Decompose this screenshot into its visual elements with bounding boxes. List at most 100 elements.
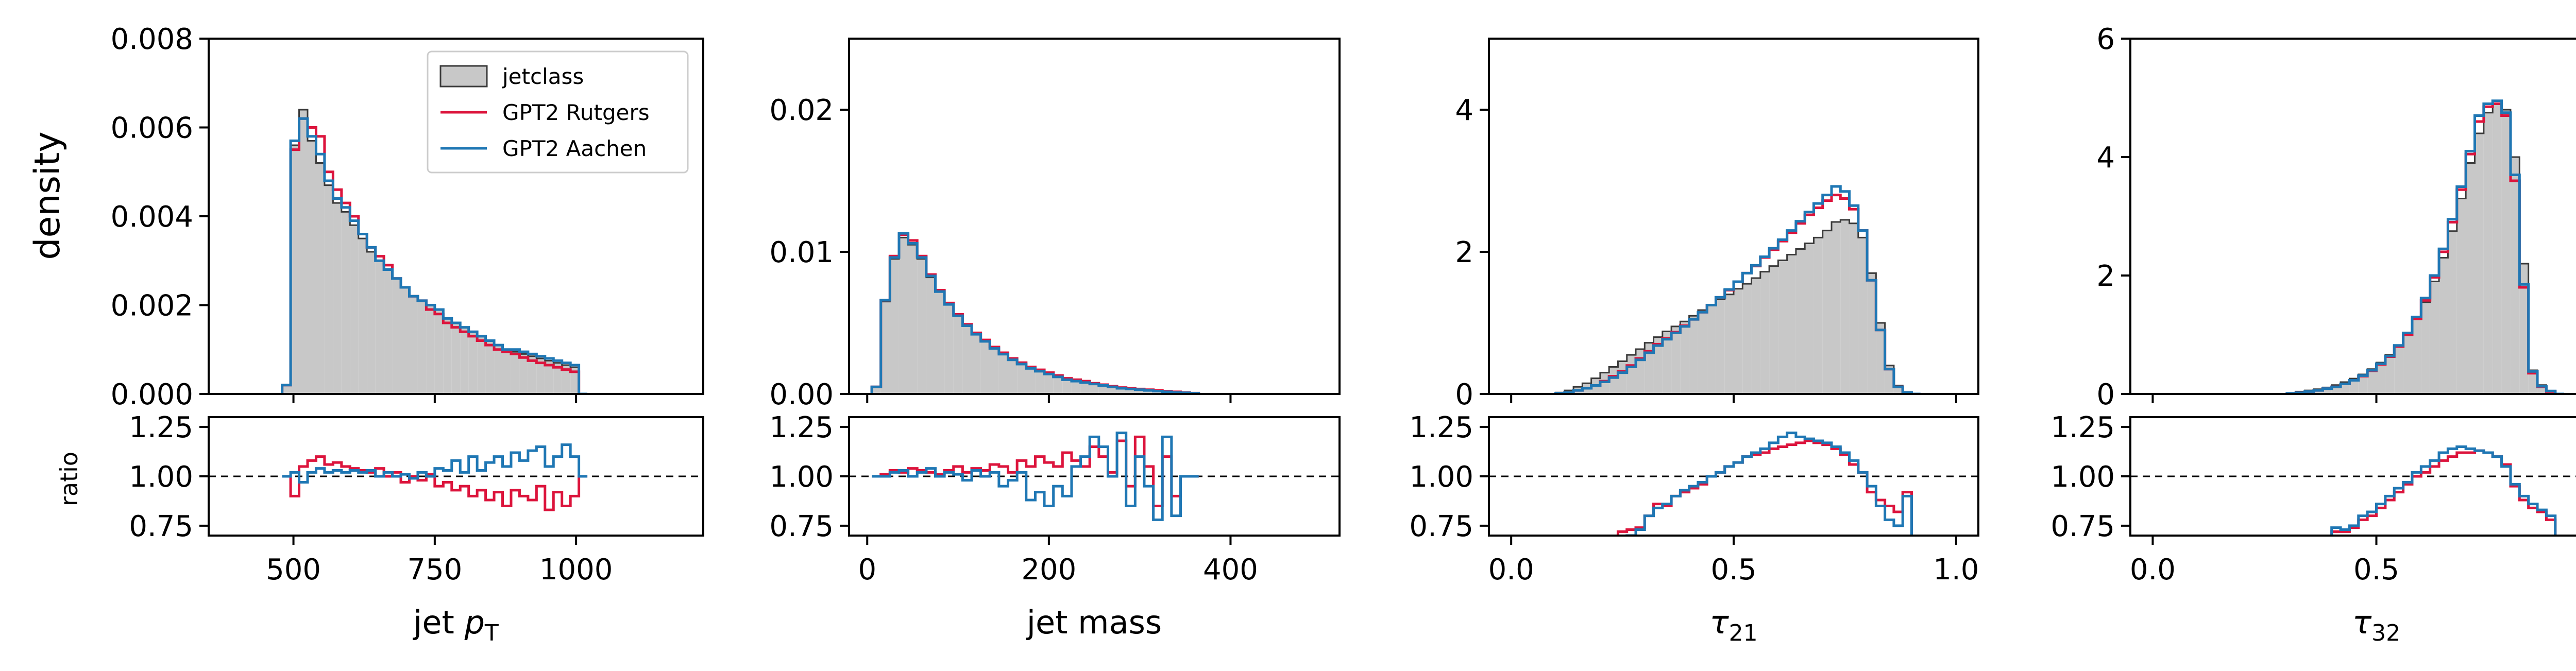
jetclass-bar: [1017, 364, 1026, 394]
y-tick-label: 4: [2096, 141, 2115, 175]
aachen-step-line: [2285, 99, 2565, 394]
x-tick-label: 0.5: [1710, 553, 1756, 587]
jetclass-bar: [1098, 385, 1108, 394]
jetclass-bar: [519, 354, 528, 394]
y-tick-label: 0: [2096, 378, 2115, 411]
jetclass-bar: [953, 316, 963, 394]
jetclass-bar: [316, 163, 325, 394]
jetclass-bar: [1769, 266, 1778, 394]
jetclass-bar: [2376, 363, 2385, 394]
main-plot-area: [1554, 185, 1921, 394]
jetclass-bar: [1680, 321, 1689, 394]
jetclass-bar: [1760, 271, 1770, 394]
jetclass-bar: [935, 291, 945, 394]
jetclass-bar: [2394, 345, 2403, 394]
legend: jetclass GPT2 Rutgers GPT2 Aachen: [427, 50, 689, 174]
jetclass-bar: [1698, 310, 1707, 394]
x-tick-label: 200: [1021, 553, 1076, 587]
ratio-axis-label: ratio: [55, 452, 83, 506]
jetclass-bar: [299, 110, 308, 394]
jetclass-bar: [1858, 237, 1868, 394]
jetclass-bar: [485, 340, 495, 394]
jetclass-bar: [1053, 376, 1063, 394]
jetclass-bar: [2466, 163, 2475, 394]
jetclass-bar: [1867, 273, 1876, 394]
jetclass-bar: [1751, 278, 1760, 394]
ratio-y-tick-label: 1.25: [769, 411, 834, 444]
x-tick-label: 0.0: [2130, 553, 2176, 587]
jetclass-bar: [1822, 230, 1832, 394]
jetclass-bar: [1805, 243, 1814, 394]
jetclass-bar: [1153, 391, 1163, 394]
jetclass-bar: [1787, 254, 1796, 394]
ratio-plot-area: [2130, 445, 2576, 536]
x-axis-label: jet mass: [1026, 604, 1162, 641]
jetclass-bar: [2528, 370, 2538, 394]
jetclass-bar: [962, 325, 972, 394]
jetclass-bar: [1618, 361, 1627, 394]
jetclass-bar: [2367, 369, 2377, 394]
jetclass-bar: [1035, 371, 1045, 394]
jetclass-bar: [1600, 372, 1609, 394]
jetclass-bar: [1071, 381, 1081, 394]
ratio-y-tick-label: 0.75: [2050, 510, 2115, 543]
density-axis-label: density: [27, 131, 68, 260]
jetclass-bar: [1707, 305, 1716, 394]
jetclass-bar: [1626, 355, 1636, 394]
main-plot-area: [2285, 99, 2565, 394]
jetclass-bar: [384, 269, 393, 394]
y-tick-label: 0.00: [769, 378, 834, 411]
jetclass-bar: [417, 300, 427, 394]
aachen-step-line: [870, 232, 1200, 394]
jetclass-bar: [528, 356, 537, 394]
jetclass-bar: [1662, 331, 1672, 394]
jetclass-bar: [1008, 359, 1018, 394]
y-tick-label: 0.002: [111, 289, 193, 323]
jetclass-bar: [333, 203, 342, 394]
jetclass-bar: [545, 360, 554, 394]
legend-entry-label: GPT2 Aachen: [502, 136, 647, 161]
ratio-y-tick-label: 0.75: [769, 510, 834, 543]
jetclass-bar: [880, 301, 890, 394]
jetclass-bar: [944, 304, 954, 394]
jetclass-bar: [562, 365, 571, 394]
jetclass-bar: [1795, 249, 1805, 394]
jetclass-bar: [1653, 337, 1663, 394]
jetclass-bar: [409, 296, 418, 394]
aachen-ratio-line: [872, 432, 1199, 521]
panel-3: 0 2 4 0.75 1.00 1.25 0.0 0.5 1.0 τ21: [1409, 38, 1979, 646]
legend-entry-label: jetclass: [502, 64, 584, 89]
y-tick-label: 4: [1455, 94, 1473, 127]
ratio-y-tick-label: 1.00: [2050, 460, 2115, 494]
jetclass-bar: [890, 259, 899, 394]
ratio-plot-area: [1489, 432, 1978, 536]
jetclass-bar: [477, 336, 486, 394]
jetclass-bar: [899, 237, 908, 394]
x-tick-label: 500: [266, 553, 321, 587]
jetclass-bar: [1645, 342, 1654, 394]
ratio-plot-area: [849, 432, 1340, 521]
y-tick-label: 2: [2096, 260, 2115, 293]
y-tick-label: 2: [1455, 236, 1473, 269]
main-plot-area: [870, 232, 1200, 394]
jetclass-bar: [2519, 264, 2529, 394]
jetclass-bar: [553, 363, 562, 394]
jetclass-bar: [1734, 288, 1743, 394]
jetclass-bar: [1832, 222, 1841, 394]
x-tick-label: 750: [407, 553, 462, 587]
jetclass-bar: [451, 323, 461, 394]
jetclass-bar: [494, 345, 503, 394]
jetclass-bar: [1876, 323, 1885, 394]
jetclass-bar: [2448, 231, 2457, 394]
ratio-y-tick-label: 1.25: [129, 411, 193, 444]
jetclass-bar: [426, 305, 435, 394]
jetclass-bar: [443, 318, 452, 394]
y-tick-label: 0.008: [111, 23, 193, 56]
jetclass-bar: [308, 141, 316, 394]
x-axis-label: jet pT: [412, 604, 499, 646]
jetclass-bar: [872, 387, 881, 394]
jetclass-bar: [1885, 365, 1894, 394]
jetclass-bar: [350, 225, 359, 394]
x-tick-label: 400: [1203, 553, 1258, 587]
